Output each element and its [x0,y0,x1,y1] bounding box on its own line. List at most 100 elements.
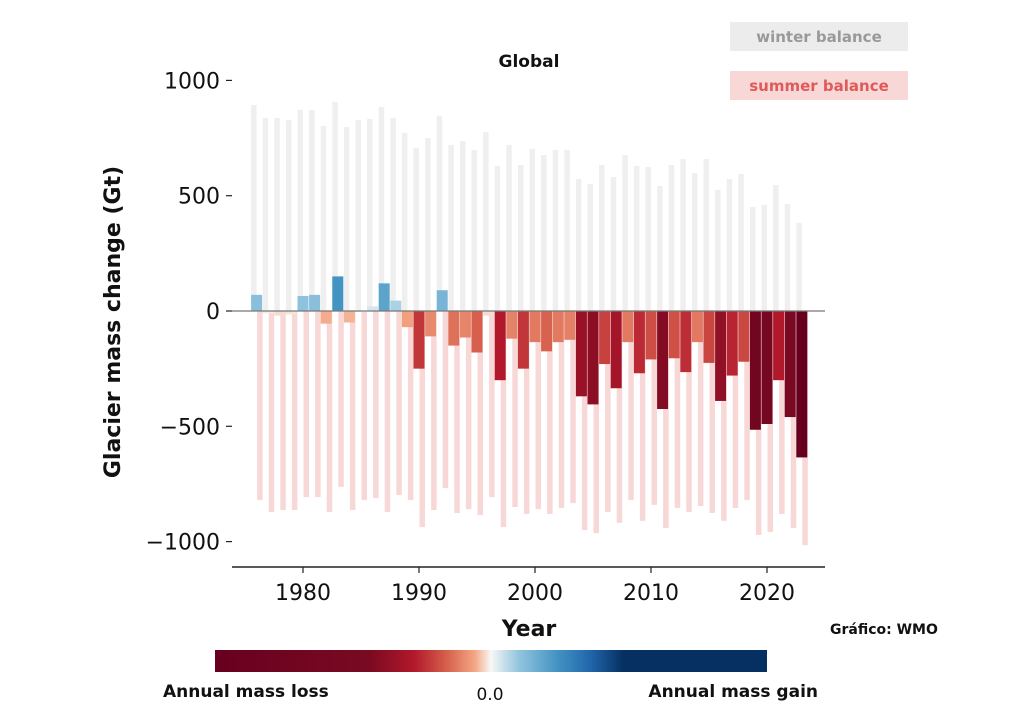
winter-bar [587,184,593,311]
winter-bar [448,144,454,311]
winter-bar [703,159,709,311]
y-tick-label: 0 [206,300,220,325]
colorbar-right-label: Annual mass gain [648,682,818,702]
annual-balance-bar [575,311,587,397]
winter-bar [506,144,512,311]
annual-balance-bar [367,306,379,311]
summer-bar [744,311,750,501]
x-tick-label: 2020 [739,581,795,606]
chart-title: Global [499,52,560,72]
summer-bar [326,311,333,513]
summer-bar [338,311,344,487]
annual-balance-bar [657,311,669,410]
winter-bar [610,177,617,311]
legend-summer-swatch [730,71,908,100]
annual-balance-bar [749,311,761,430]
annual-balance-bar [332,276,344,311]
summer-bar [732,311,739,508]
summer-bar [639,311,646,521]
annual-balance-bar [285,311,297,315]
summer-bar [477,311,483,516]
winter-bar [657,186,663,311]
y-tick-label: −1000 [146,531,220,556]
summer-bar [663,311,669,528]
summer-bar [593,311,599,534]
annual-balance-bar [599,311,611,365]
summer-bar [315,311,321,498]
winter-bar [761,204,767,311]
winter-bar [784,204,791,311]
annual-balance-bar [715,311,727,401]
winter-bar [425,138,431,311]
annual-balance-bar [309,294,321,311]
annual-balance-bar [645,311,657,360]
winter-bar [494,165,501,311]
annual-balance-bar [668,311,680,359]
summer-bar [280,311,286,511]
annual-balance-bar [401,311,413,328]
legend-winter-label: winter balance [756,28,882,46]
summer-bar [779,311,785,514]
winter-bar [541,155,547,311]
annual-balance-bar [251,294,263,311]
y-axis: 1000 500 0 −500 −1000 [146,69,232,556]
winter-bar [564,150,570,311]
summer-bar [419,311,425,528]
winter-bar [367,118,373,311]
annual-balance-bar [436,290,448,311]
winter-bar [622,155,628,311]
annual-balance-bar [425,311,437,337]
summer-bar [349,311,356,511]
annual-balance-bar [529,311,541,343]
colorbar-center-label: 0.0 [476,685,503,705]
x-axis: 1980 1990 2000 2010 2020 [275,567,795,606]
y-tick-label: 1000 [164,69,220,94]
summer-bar [512,311,518,508]
winter-bar [274,117,280,312]
winter-bar [297,109,303,311]
annual-balance-bar [796,311,808,458]
summer-bar [361,311,367,501]
winter-bar [599,165,605,311]
summer-bar [407,311,414,501]
winter-bar [645,167,651,311]
summer-bar [581,311,588,531]
winter-bar [529,148,535,311]
annual-balance-bar [726,311,738,376]
summer-bar [628,311,634,501]
summer-bar [616,311,623,523]
legend-winter-swatch [730,22,908,51]
annual-balance-bar [552,311,564,343]
annual-balance-bar [494,311,506,381]
summer-bar [489,311,495,498]
annual-balance-bar [448,311,460,346]
x-tick-label: 1990 [391,581,447,606]
bars-group [251,102,808,546]
winter-bar [738,174,744,311]
annual-balance-bar [517,311,529,369]
credit-text: Gráfico: WMO [830,622,938,638]
annual-balance-bar [680,311,692,373]
summer-bar [442,311,449,489]
colorbar [215,650,767,672]
annual-balance-bar [471,311,483,353]
summer-bar [674,311,681,508]
winter-bar [680,159,686,311]
annual-balance-bar [691,311,703,343]
summer-bar [697,311,704,507]
winter-bar [285,120,292,311]
y-axis-label: Glacier mass change (Gt) [101,166,126,478]
summer-bar [558,311,565,508]
legend-summer-label: summer balance [749,77,889,95]
annual-balance-bar [633,311,645,374]
winter-bar [332,102,338,311]
summer-bar [268,311,275,513]
summer-bar [454,311,460,514]
summer-bar [651,311,657,505]
winter-bar [378,106,385,311]
annual-balance-bar [564,311,576,340]
winter-bar [320,126,327,311]
winter-bar [309,109,315,311]
summer-bar [570,311,576,504]
